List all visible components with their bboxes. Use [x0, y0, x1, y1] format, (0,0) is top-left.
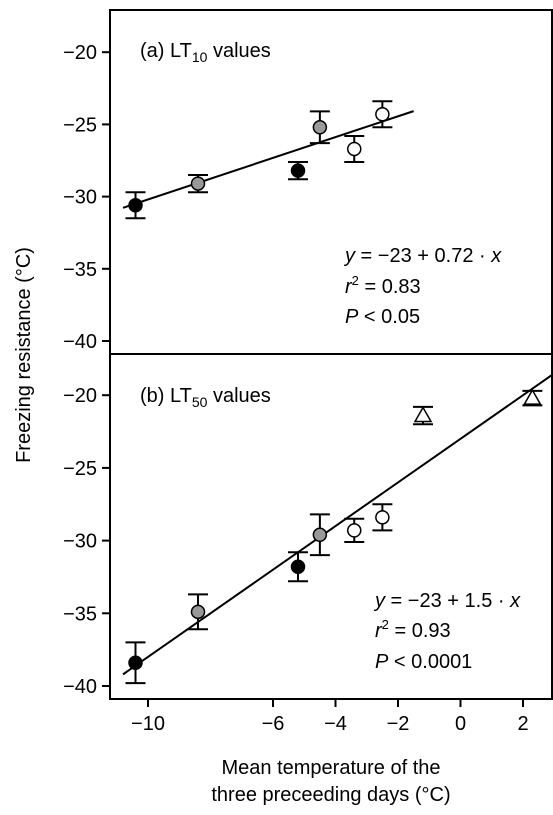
panel-a-r2-rest: = 0.83 — [359, 276, 421, 298]
x-tick-label: −2 — [387, 713, 410, 735]
panel-b-y-tick-label: −35 — [63, 603, 97, 625]
panel-b-frame — [109, 353, 553, 700]
panel-a-r2-r: r — [345, 276, 353, 298]
panel-b-data-point — [347, 523, 362, 538]
panel-b-title-suffix: values — [207, 385, 270, 407]
x-tick-label: −6 — [262, 713, 285, 735]
panel-a-p-p: P — [345, 306, 359, 328]
panel-a-title: (a) LT10 values — [140, 40, 271, 65]
panel-b-p-rest: < 0.0001 — [388, 651, 472, 673]
panel-b-r2-sup: 2 — [382, 617, 389, 632]
panel-a-fit-line — [122, 110, 414, 209]
x-axis-label-line1: Mean temperature of the — [221, 757, 440, 779]
panel-a-eq-body: = −23 + 0.72 · — [355, 245, 491, 267]
panel-b-title: (b) LT50 values — [140, 385, 271, 410]
panel-b-title-sub: 50 — [192, 394, 208, 410]
panel-a-equation: y = −23 + 0.72 · x — [343, 245, 502, 267]
x-tick-label: −4 — [324, 713, 347, 735]
panel-b-p-p: P — [375, 651, 389, 673]
panel-b-eq-body: = −23 + 1.5 · — [385, 590, 510, 612]
panel-a-y-tick-label: −30 — [63, 187, 97, 209]
panel-b-data-point — [375, 510, 390, 525]
panel-b-y-tick-label: −20 — [63, 385, 97, 407]
panel-a-eq-y: y — [343, 245, 356, 267]
panel-a-title-main: (a) LT — [140, 40, 192, 62]
x-tick-label: 0 — [455, 713, 466, 735]
panel-a-y-tick-label: −40 — [63, 331, 97, 353]
panel-b-equation: y = −23 + 1.5 · x — [373, 590, 521, 612]
panel-b-y-tick-label: −30 — [63, 531, 97, 553]
panel-a-data-point — [375, 107, 390, 122]
panel-a-data-point — [290, 163, 306, 178]
panel-a-y-tick-label: −25 — [63, 114, 97, 136]
panel-a-p: P < 0.05 — [345, 306, 420, 328]
x-axis-label-line2: three preceeding days (°C) — [211, 784, 450, 806]
panel-a-p-rest: < 0.05 — [358, 306, 420, 328]
y-axis-label: Freezing resistance (°C) — [13, 247, 35, 463]
panel-b-r2-r: r — [375, 620, 383, 642]
panel-b-data-point-triangle — [523, 388, 542, 405]
panel-a-title-suffix: values — [207, 40, 270, 62]
panel-b-eq-y: y — [373, 590, 386, 612]
panel-b-data-point — [190, 604, 206, 620]
panel-a-y-tick-label: −35 — [63, 259, 97, 281]
panel-a-data-point — [312, 120, 328, 135]
panel-a-title-sub: 10 — [192, 49, 208, 65]
panel-b-y-tick-label: −40 — [63, 676, 97, 698]
panel-a-r2: r2 = 0.83 — [345, 273, 421, 298]
panel-b-y-tick-label: −25 — [63, 458, 97, 480]
panel-b-fit-line — [122, 373, 553, 676]
x-tick-label: −10 — [131, 713, 165, 735]
panel-a-data-point — [347, 141, 362, 157]
panel-a-y-tick-label: −20 — [63, 42, 97, 64]
panel-a-marks: −20 −25 −30 −35 −40 — [63, 42, 414, 353]
panel-b-data-point — [128, 655, 143, 670]
panel-b-marks: −20−25−30−35−40−10 −6 −4 −2 0 2 — [63, 373, 553, 735]
panel-b-data-point-triangle — [413, 406, 433, 423]
panel-b-p: P < 0.0001 — [375, 651, 472, 673]
panel-a-r2-sup: 2 — [352, 273, 359, 288]
panel-a-eq-x: x — [490, 245, 502, 267]
panel-a-data-point — [190, 176, 206, 191]
panel-b-title-main: (b) LT — [140, 385, 192, 407]
x-tick-label: 2 — [517, 713, 528, 735]
panel-b-r2-rest: = 0.93 — [389, 620, 451, 642]
panel-b-data-point — [290, 559, 306, 575]
panel-b-r2: r2 = 0.93 — [375, 617, 451, 642]
panel-a-data-point — [128, 198, 143, 213]
panel-b-eq-x: x — [509, 590, 521, 612]
panel-b-data-point — [312, 527, 328, 543]
